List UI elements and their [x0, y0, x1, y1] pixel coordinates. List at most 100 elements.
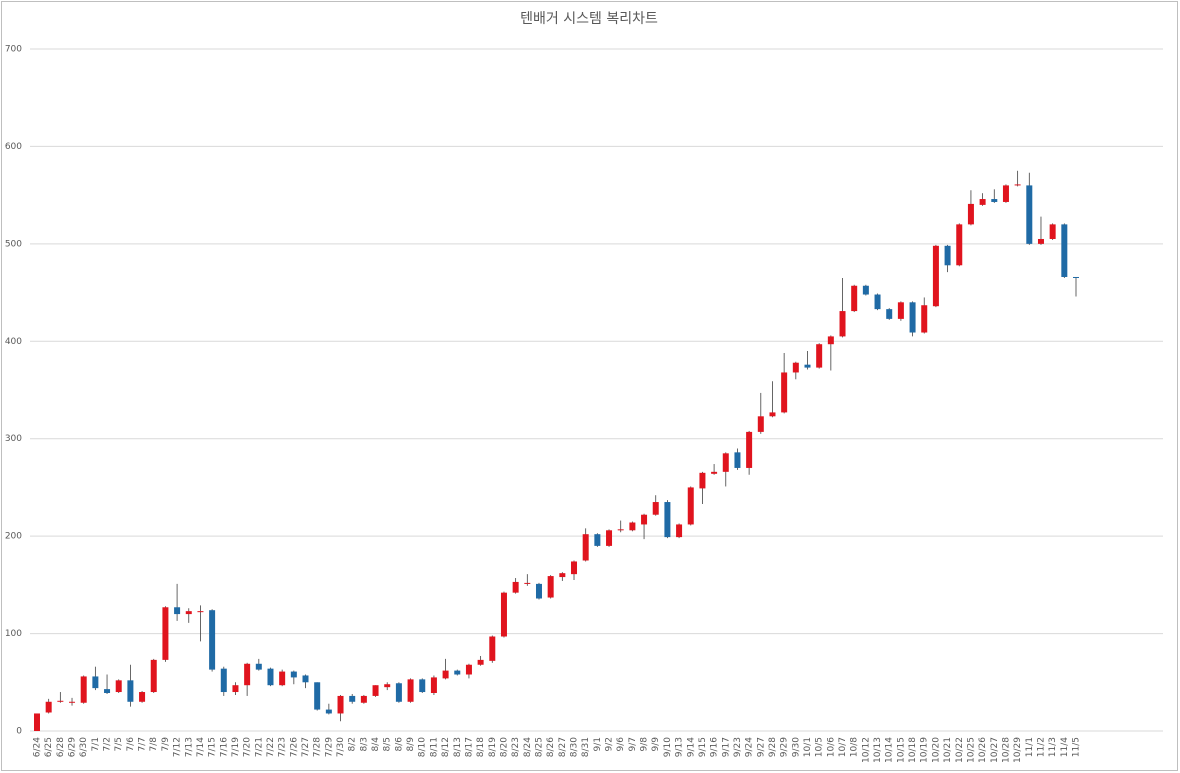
- x-tick-label: 11/1: [1025, 737, 1035, 757]
- candle-body: [302, 675, 309, 683]
- candle-body: [115, 680, 122, 693]
- x-tick-label: 9/10: [663, 737, 673, 757]
- x-tick-label: 7/28: [313, 737, 323, 757]
- candle-body: [465, 664, 472, 675]
- candle-body: [395, 683, 402, 702]
- x-tick-label: 7/7: [138, 737, 148, 751]
- x-tick-label: 9/30: [791, 737, 801, 757]
- candle-body: [232, 685, 239, 693]
- candle-body: [722, 453, 729, 472]
- candle-body: [1026, 185, 1033, 244]
- x-tick-label: 9/7: [628, 737, 638, 751]
- candle-body: [571, 561, 578, 575]
- candle-body: [1049, 224, 1056, 239]
- x-tick-label: 7/23: [278, 737, 288, 757]
- candle-body: [185, 611, 192, 615]
- x-tick-label: 9/24: [745, 737, 755, 757]
- x-tick-label: 10/27: [990, 737, 1000, 763]
- candle-body: [337, 695, 344, 714]
- candle-body: [279, 671, 286, 686]
- candle-body: [862, 285, 869, 295]
- x-tick-label: 6/30: [79, 737, 89, 757]
- x-tick-label: 7/21: [254, 737, 264, 757]
- x-tick-label: 8/17: [464, 737, 474, 757]
- candle-body: [162, 607, 169, 660]
- x-tick-label: 7/26: [289, 737, 299, 757]
- candle-body: [500, 592, 507, 637]
- x-tick-label: 10/18: [908, 737, 918, 763]
- candle-body: [139, 692, 146, 702]
- candle-body: [932, 245, 939, 307]
- candle-body: [45, 701, 52, 713]
- x-tick-label: 9/2: [605, 737, 615, 751]
- candle-body: [174, 607, 181, 615]
- x-tick-label: 9/14: [686, 737, 696, 757]
- candle-body: [816, 344, 823, 368]
- candle-body: [92, 676, 99, 689]
- x-tick-label: 8/2: [348, 737, 358, 751]
- x-tick-label: 7/6: [126, 737, 136, 752]
- candle-body: [372, 685, 379, 696]
- x-tick-label: 8/31: [581, 737, 591, 757]
- x-tick-label: 9/23: [733, 737, 743, 757]
- x-tick-label: 9/8: [640, 737, 650, 752]
- x-tick-label: 7/1: [91, 737, 101, 751]
- candle-body: [897, 302, 904, 319]
- candle-body: [956, 224, 963, 266]
- candle-body: [1014, 184, 1021, 186]
- x-tick-label: 10/28: [1001, 737, 1011, 763]
- candle-body: [699, 472, 706, 489]
- x-tick-label: 8/30: [570, 737, 580, 757]
- x-tick-label: 7/22: [266, 737, 276, 757]
- y-tick-label: 0: [16, 727, 22, 737]
- candle-body: [874, 294, 881, 310]
- x-tick-label: 10/14: [885, 737, 895, 763]
- candle-body: [325, 709, 332, 714]
- x-tick-label: 7/2: [103, 737, 113, 751]
- candle-body: [991, 199, 998, 202]
- candle-body: [512, 581, 519, 593]
- x-tick-label: 7/19: [231, 737, 241, 757]
- x-tick-label: 7/13: [184, 737, 194, 757]
- candle-body: [209, 610, 216, 670]
- candle-body: [535, 583, 542, 599]
- candle-body: [80, 676, 87, 703]
- y-tick-label: 400: [5, 337, 22, 347]
- x-tick-label: 10/22: [955, 737, 965, 763]
- x-tick-label: 10/15: [896, 737, 906, 763]
- x-tick-label: 7/29: [324, 737, 334, 757]
- candle-body: [641, 514, 648, 525]
- x-tick-label: 8/19: [488, 737, 498, 757]
- x-tick-label: 11/4: [1060, 737, 1070, 757]
- candle-body: [687, 487, 694, 525]
- x-tick-label: 7/9: [161, 737, 171, 752]
- candle-body: [664, 502, 671, 538]
- x-tick-label: 10/8: [850, 737, 860, 757]
- x-tick-label: 7/14: [196, 737, 206, 757]
- x-tick-label: 10/6: [826, 737, 836, 757]
- candle-body: [711, 471, 718, 474]
- x-tick-label: 8/26: [546, 737, 556, 757]
- x-tick-label: 8/25: [534, 737, 544, 757]
- x-tick-label: 11/5: [1072, 737, 1082, 757]
- candle-body: [220, 668, 227, 693]
- candle-body: [804, 364, 811, 368]
- candle-body: [104, 689, 111, 694]
- x-tick-label: 7/20: [243, 737, 253, 757]
- candle-body: [1073, 276, 1079, 278]
- candle-body: [1037, 238, 1044, 244]
- x-tick-label: 8/3: [359, 737, 369, 751]
- x-tick-label: 10/20: [931, 737, 941, 763]
- x-tick-label: 8/6: [394, 737, 404, 752]
- x-tick-label: 9/1: [593, 737, 603, 751]
- candle-body: [944, 245, 951, 266]
- candle-body: [360, 695, 367, 703]
- x-tick-label: 10/19: [920, 737, 930, 763]
- y-tick-label: 500: [5, 239, 22, 249]
- x-tick-label: 9/15: [698, 737, 708, 757]
- candle-body: [921, 305, 928, 333]
- candle-body: [477, 659, 484, 665]
- candle-body: [454, 670, 461, 675]
- candle-body: [489, 636, 496, 661]
